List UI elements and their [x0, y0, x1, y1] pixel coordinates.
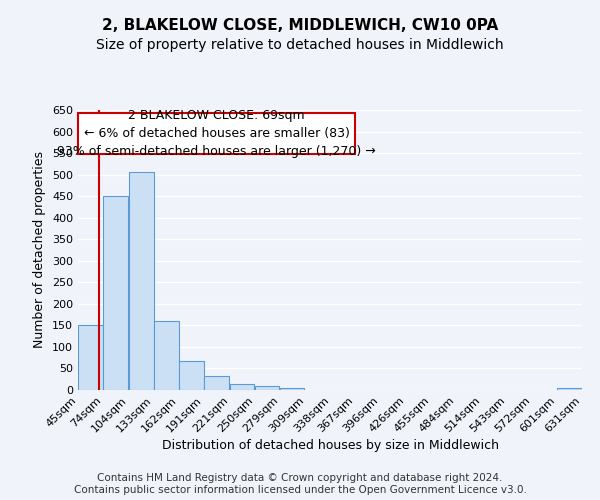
- Bar: [280, 388, 304, 390]
- Text: 2 BLAKELOW CLOSE: 69sqm
← 6% of detached houses are smaller (83)
93% of semi-det: 2 BLAKELOW CLOSE: 69sqm ← 6% of detached…: [58, 109, 376, 158]
- Bar: [129, 172, 154, 390]
- Bar: [154, 321, 179, 390]
- Bar: [557, 388, 582, 390]
- Bar: [78, 326, 103, 390]
- Bar: [103, 196, 128, 390]
- X-axis label: Distribution of detached houses by size in Middlewich: Distribution of detached houses by size …: [161, 440, 499, 452]
- Text: Contains HM Land Registry data © Crown copyright and database right 2024.
Contai: Contains HM Land Registry data © Crown c…: [74, 474, 526, 495]
- Bar: [255, 386, 280, 390]
- Bar: [230, 384, 254, 390]
- FancyBboxPatch shape: [78, 113, 355, 154]
- Y-axis label: Number of detached properties: Number of detached properties: [34, 152, 46, 348]
- Bar: [179, 361, 203, 390]
- Text: Size of property relative to detached houses in Middlewich: Size of property relative to detached ho…: [96, 38, 504, 52]
- Bar: [204, 376, 229, 390]
- Text: 2, BLAKELOW CLOSE, MIDDLEWICH, CW10 0PA: 2, BLAKELOW CLOSE, MIDDLEWICH, CW10 0PA: [102, 18, 498, 32]
